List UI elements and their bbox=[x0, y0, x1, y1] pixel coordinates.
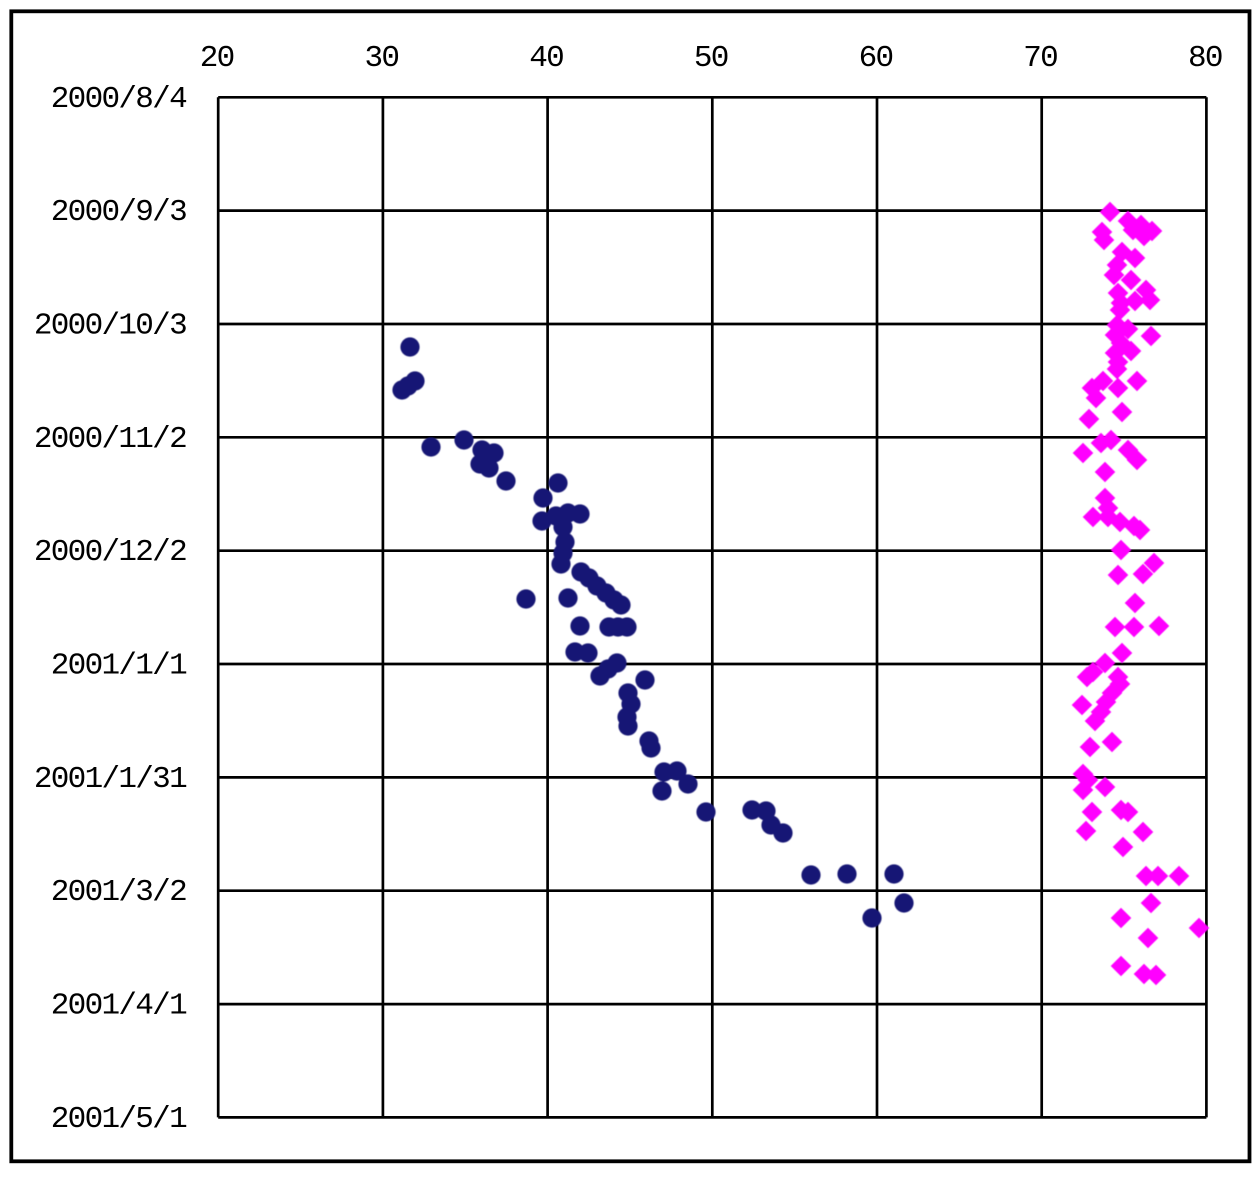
svg-text:30: 30 bbox=[364, 41, 398, 76]
svg-text:2000/12/2: 2000/12/2 bbox=[34, 535, 186, 570]
svg-text:70: 70 bbox=[1023, 41, 1057, 76]
svg-text:2001/1/1: 2001/1/1 bbox=[51, 649, 187, 684]
svg-text:2000/9/3: 2000/9/3 bbox=[51, 195, 186, 230]
svg-text:2001/4/1: 2001/4/1 bbox=[51, 989, 187, 1024]
svg-text:2001/3/2: 2001/3/2 bbox=[51, 875, 186, 910]
svg-text:40: 40 bbox=[529, 41, 563, 76]
svg-text:2000/11/2: 2000/11/2 bbox=[34, 422, 186, 457]
svg-text:2000/8/4: 2000/8/4 bbox=[51, 82, 187, 117]
svg-text:20: 20 bbox=[200, 41, 234, 76]
svg-text:2001/5/1: 2001/5/1 bbox=[51, 1102, 187, 1137]
svg-text:50: 50 bbox=[694, 41, 728, 76]
svg-text:60: 60 bbox=[859, 41, 893, 76]
svg-text:2001/1/31: 2001/1/31 bbox=[34, 762, 187, 797]
svg-text:2000/10/3: 2000/10/3 bbox=[34, 309, 186, 344]
svg-text:80: 80 bbox=[1188, 41, 1222, 76]
